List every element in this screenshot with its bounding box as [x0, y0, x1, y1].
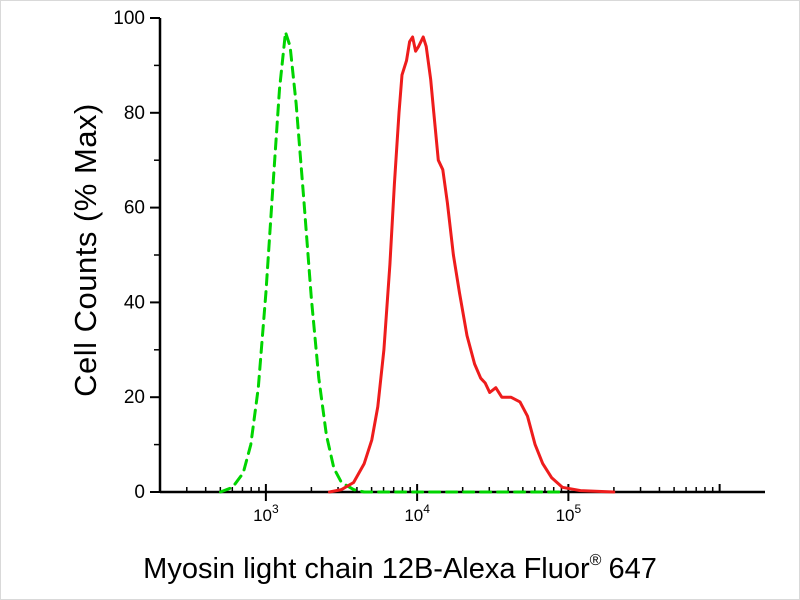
x-tick-label: 104 — [404, 502, 430, 525]
x-tick-label: 103 — [253, 502, 279, 525]
y-tick-label: 100 — [113, 8, 145, 29]
y-tick-label: 0 — [134, 482, 145, 503]
x-axis-title-suffix: 647 — [608, 553, 657, 585]
curve-dashed-control — [219, 30, 563, 494]
y-tick-label: 60 — [124, 198, 145, 219]
y-tick-label: 40 — [124, 292, 145, 313]
x-tick-label: 105 — [556, 502, 582, 525]
x-axis-title: Myosin light chain 12B-Alexa Fluor® 647 — [0, 552, 800, 586]
y-tick-label: 20 — [124, 387, 145, 408]
y-tick-label: 80 — [124, 103, 145, 124]
x-axis-title-main: Myosin light chain 12B-Alexa Fluor — [143, 553, 590, 585]
curve-solid-sample — [327, 35, 616, 494]
registered-trademark-symbol: ® — [589, 552, 602, 569]
